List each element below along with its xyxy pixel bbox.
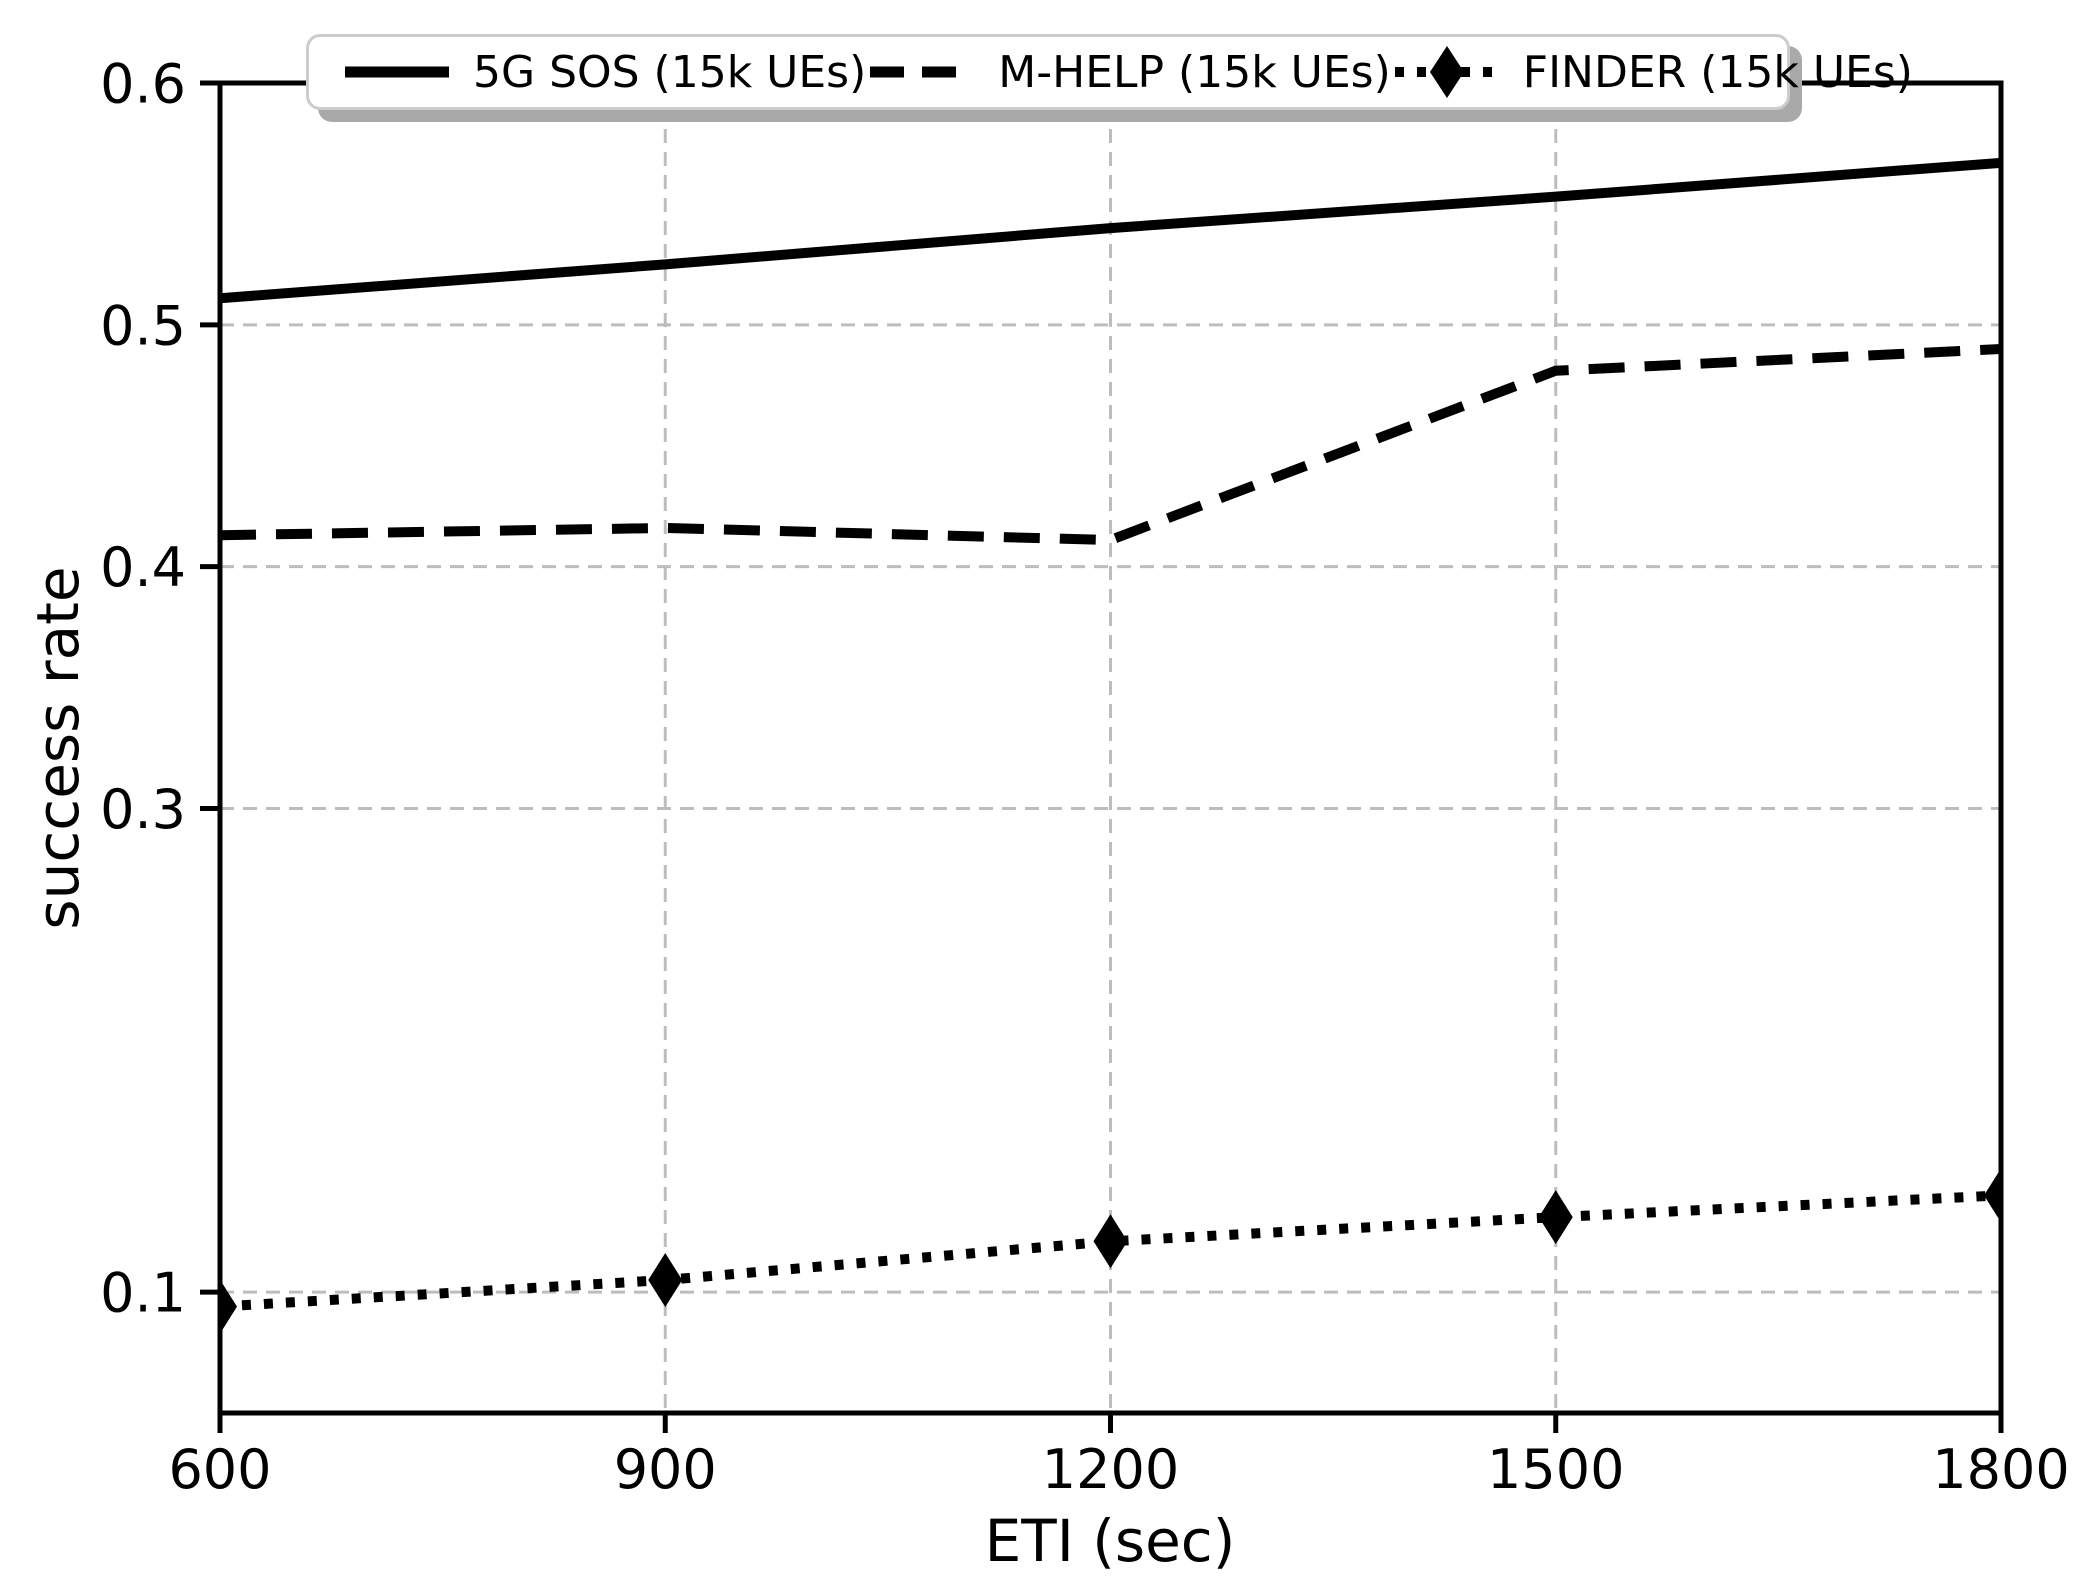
series-finder: [220, 1168, 2001, 1334]
x-axis-label: ETI (sec): [984, 1507, 1236, 1575]
diamond-marker-icon: [1429, 46, 1464, 98]
diamond-marker-icon: [1093, 1214, 1128, 1269]
tick-labels: 0.1 0.3 0.4 0.5 0.6 600 900 1200 1500 1800: [100, 52, 2070, 1501]
diamond-marker-icon: [220, 1279, 237, 1334]
legend-item-finder: FINDER (15k UEs): [1391, 42, 1913, 102]
legend-item-5g-sos: 5G SOS (15k UEs): [341, 42, 866, 102]
solid-line-sample-icon: [345, 66, 449, 78]
x-tick-label: 1200: [1042, 1438, 1179, 1501]
x-tick-label: 600: [168, 1438, 271, 1501]
series-m-help: [220, 344, 2001, 546]
legend-label: M-HELP (15k UEs): [998, 46, 1391, 98]
y-axis-label: success rate: [24, 566, 92, 930]
x-tick-label: 1500: [1487, 1438, 1624, 1501]
y-tick-label: 0.4: [100, 536, 186, 599]
diamond-marker-icon: [648, 1253, 683, 1307]
tick-marks: [200, 80, 2004, 1433]
y-tick-label: 0.1: [100, 1262, 186, 1325]
dashed-line-sample-icon: [870, 66, 975, 78]
dotted-diamond-sample-icon: [1394, 46, 1499, 98]
legend-label: FINDER (15k UEs): [1522, 46, 1913, 98]
y-tick-label: 0.5: [100, 294, 186, 357]
series-5g: [220, 157, 2001, 304]
legend-item-m-help: M-HELP (15k UEs): [866, 42, 1391, 102]
diamond-marker-icon: [1984, 1168, 2001, 1223]
diamond-marker-icon: [1538, 1190, 1573, 1245]
x-tick-label: 900: [614, 1438, 717, 1501]
legend-label: 5G SOS (15k UEs): [473, 46, 867, 98]
legend: 5G SOS (15k UEs) M-HELP (15k UEs) FINDER…: [306, 34, 1913, 110]
x-tick-label: 1800: [1932, 1438, 2069, 1501]
y-tick-label: 0.3: [100, 778, 186, 841]
y-tick-label: 0.6: [100, 52, 186, 115]
